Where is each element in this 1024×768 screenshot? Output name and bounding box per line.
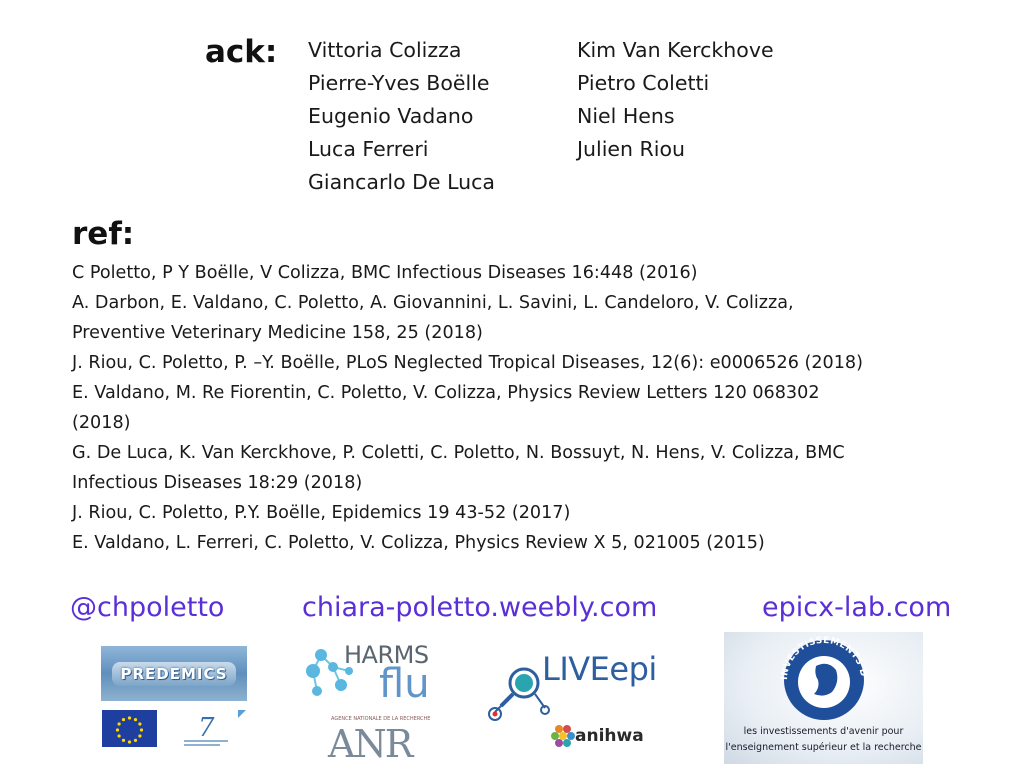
harms-logo-text: HARMS [344, 641, 429, 669]
anr-logo-subtext: AGENCE NATIONALE DE LA RECHERCHE [331, 716, 431, 722]
reference-line: E. Valdano, L. Ferreri, C. Poletto, V. C… [72, 533, 765, 553]
liveepi-logo: LIVEepi [487, 648, 671, 726]
anihwa-logo-text: anihwa [575, 726, 644, 746]
ack-column-1: Vittoria Colizza Pierre-Yves Boëlle Euge… [308, 34, 495, 199]
invest-caption-line: l'enseignement supérieur et la recherche [725, 742, 922, 753]
anr-logo-text: ANR [328, 722, 413, 766]
invest-caption-line: les investissements d'avenir pour [743, 726, 904, 737]
ack-name: Pierre-Yves Boëlle [308, 71, 490, 95]
reference-line: Preventive Veterinary Medicine 158, 25 (… [72, 323, 483, 343]
ack-name: Pietro Coletti [577, 71, 710, 95]
twitter-handle-link[interactable]: @chpoletto [70, 592, 225, 623]
reference-line: G. De Luca, K. Van Kerckhove, P. Coletti… [72, 443, 845, 463]
ack-name: Julien Riou [577, 137, 686, 161]
harms-flu-logo: HARMS flu [303, 641, 435, 707]
flu-logo-text: flu [379, 661, 430, 707]
reference-line: Infectious Diseases 18:29 (2018) [72, 473, 363, 493]
fp7-logo: 7 [180, 708, 248, 748]
anihwa-logo: anihwa [551, 718, 644, 750]
liveepi-logo-text: LIVEepi [542, 650, 657, 688]
predemics-logo-text: PREDEMICS [112, 661, 236, 686]
anr-logo: AGENCE NATIONALE DE LA RECHERCHE ANR [328, 714, 432, 766]
ack-column-2: Kim Van Kerckhove Pietro Coletti Niel He… [577, 34, 774, 166]
ack-name: Luca Ferreri [308, 137, 429, 161]
reference-list: C Poletto, P Y Boëlle, V Colizza, BMC In… [72, 258, 972, 558]
ack-heading: ack: [205, 34, 278, 70]
reference-line: A. Darbon, E. Valdano, C. Poletto, A. Gi… [72, 293, 794, 313]
reference-line: (2018) [72, 413, 131, 433]
ack-name: Vittoria Colizza [308, 38, 462, 62]
ref-heading: ref: [72, 216, 135, 252]
website-link[interactable]: chiara-poletto.weebly.com [302, 592, 658, 623]
ack-name: Giancarlo De Luca [308, 170, 495, 194]
investissements-avenir-logo: INVESTISSEMENTS D'AVENIR les investissem… [724, 632, 923, 764]
reference-line: J. Riou, C. Poletto, P. –Y. Boëlle, PLoS… [72, 353, 863, 373]
ack-name: Eugenio Vadano [308, 104, 474, 128]
reference-line: C Poletto, P Y Boëlle, V Colizza, BMC In… [72, 263, 698, 283]
predemics-logo: PREDEMICS [101, 646, 247, 701]
reference-line: E. Valdano, M. Re Fiorentin, C. Poletto,… [72, 383, 820, 403]
reference-line: J. Riou, C. Poletto, P.Y. Boëlle, Epidem… [72, 503, 571, 523]
eu-flag-icon [102, 710, 157, 747]
svg-text:7: 7 [198, 713, 215, 743]
ack-name: Niel Hens [577, 104, 675, 128]
ack-name: Kim Van Kerckhove [577, 38, 774, 62]
lab-website-link[interactable]: epicx-lab.com [762, 592, 952, 623]
